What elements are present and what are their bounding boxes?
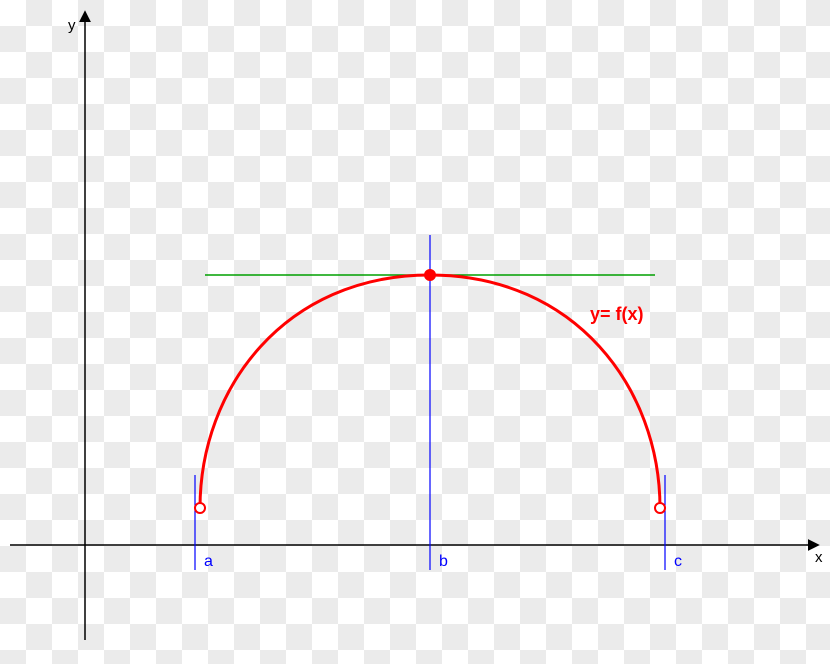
checker-bg — [0, 0, 830, 664]
x-axis-label: x — [815, 549, 823, 566]
apex-point-0 — [425, 270, 435, 280]
y-axis-label: y — [68, 17, 76, 34]
open-endpoint-0 — [195, 503, 205, 513]
vlabel-a: a — [204, 553, 213, 570]
apex-closed — [425, 270, 435, 280]
plot-svg: x y a b c y= f(x) — [0, 0, 830, 664]
vlabel-b: b — [439, 553, 448, 570]
stage: x y a b c y= f(x) — [0, 0, 830, 664]
open-endpoint-1 — [655, 503, 665, 513]
curve-label: y= f(x) — [590, 304, 644, 324]
vlabel-c: c — [674, 553, 682, 570]
